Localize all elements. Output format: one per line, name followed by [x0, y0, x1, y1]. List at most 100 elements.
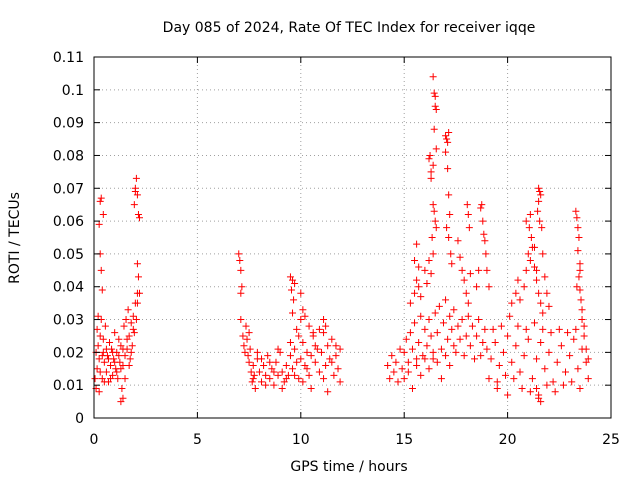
data-point — [336, 378, 344, 386]
data-point — [289, 309, 297, 317]
data-point — [475, 316, 483, 324]
data-point — [400, 375, 408, 383]
data-point — [245, 358, 253, 366]
data-point — [421, 325, 429, 333]
data-point — [286, 339, 294, 347]
data-point — [535, 197, 543, 205]
data-point — [445, 191, 453, 199]
y-tick-label: 0.09 — [53, 116, 84, 132]
data-point — [250, 371, 258, 379]
data-point — [134, 211, 142, 219]
plot-frame — [93, 56, 612, 419]
data-point — [448, 325, 456, 333]
data-point — [413, 240, 421, 248]
data-point — [119, 345, 127, 353]
data-point — [241, 348, 249, 356]
data-point — [491, 339, 499, 347]
data-point — [272, 358, 280, 366]
data-point — [274, 345, 282, 353]
data-point — [430, 125, 438, 133]
data-point — [533, 266, 541, 274]
data-point — [460, 276, 468, 284]
data-point — [390, 368, 398, 376]
data-point — [524, 250, 532, 258]
data-point — [489, 325, 497, 333]
data-point — [497, 322, 505, 330]
data-point — [96, 197, 104, 205]
data-point — [392, 358, 400, 366]
data-point — [468, 322, 476, 330]
data-point — [429, 73, 437, 81]
data-point — [463, 201, 471, 209]
data-point — [115, 352, 123, 360]
data-point — [121, 375, 129, 383]
data-point — [406, 299, 414, 307]
data-point — [129, 325, 137, 333]
data-point — [398, 365, 406, 373]
data-point — [127, 319, 135, 327]
data-point — [454, 322, 462, 330]
data-point — [526, 388, 534, 396]
data-point — [242, 322, 250, 330]
data-point — [575, 273, 583, 281]
data-point — [536, 188, 544, 196]
data-point — [442, 296, 450, 304]
data-point — [299, 306, 307, 314]
data-point — [237, 289, 245, 297]
data-point — [437, 345, 445, 353]
data-point — [115, 335, 123, 343]
data-point — [429, 201, 437, 209]
data-point — [427, 168, 435, 176]
data-point — [332, 342, 340, 350]
data-point — [95, 220, 103, 228]
x-tick-label: 5 — [193, 432, 202, 448]
data-point — [577, 296, 585, 304]
data-point — [477, 352, 485, 360]
data-point — [522, 325, 530, 333]
data-point — [557, 342, 565, 350]
data-point — [574, 224, 582, 232]
data-point — [243, 335, 251, 343]
data-point — [317, 348, 325, 356]
data-point — [408, 345, 416, 353]
data-point — [512, 342, 520, 350]
data-point — [291, 345, 299, 353]
data-point — [541, 273, 549, 281]
y-tick-label: 0.08 — [53, 148, 84, 164]
data-point — [311, 358, 319, 366]
data-point — [483, 345, 491, 353]
data-point — [526, 211, 534, 219]
data-point — [508, 358, 516, 366]
data-point — [417, 371, 425, 379]
data-point — [525, 224, 533, 232]
data-point — [512, 289, 520, 297]
data-point — [293, 325, 301, 333]
data-point — [99, 211, 107, 219]
data-point — [109, 348, 117, 356]
data-point — [95, 355, 103, 363]
data-point — [433, 329, 441, 337]
data-point — [559, 381, 567, 389]
axis-ticks: 0 5 10 15 20 25 0 0.01 0.02 0.03 0.04 0.05 0.06 0.07 0… — [53, 50, 620, 448]
data-point — [99, 335, 107, 343]
data-point — [330, 371, 338, 379]
data-point — [320, 375, 328, 383]
data-point — [547, 329, 555, 337]
data-point — [278, 368, 286, 376]
data-point — [427, 270, 435, 278]
data-point — [428, 234, 436, 241]
data-point — [445, 234, 453, 241]
data-point — [324, 342, 332, 350]
data-point — [533, 276, 541, 284]
data-point — [435, 302, 443, 310]
data-point — [286, 352, 294, 360]
data-point — [573, 214, 581, 222]
data-point — [555, 325, 563, 333]
data-point — [245, 329, 253, 337]
data-point — [445, 128, 453, 136]
data-point — [499, 348, 507, 356]
data-point — [481, 325, 489, 333]
data-point — [479, 217, 487, 225]
data-point — [119, 394, 127, 402]
data-point — [130, 201, 138, 209]
